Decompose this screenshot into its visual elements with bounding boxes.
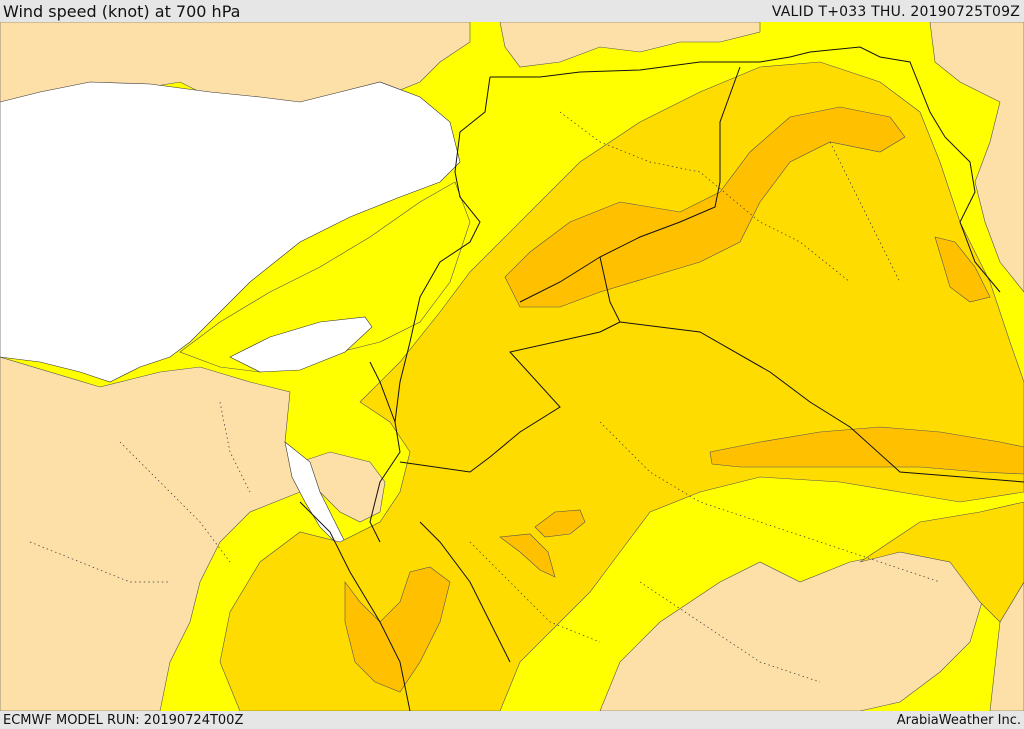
valid-time-label: VALID T+033 THU. 20190725T09Z [771, 4, 1020, 20]
sea-patch [229, 316, 373, 373]
low-wind-area-far-east [929, 22, 1024, 293]
band-3-south-east [859, 501, 1024, 623]
low-wind-area-egypt [0, 356, 301, 711]
band-4-north [504, 106, 906, 308]
title-bar: Wind speed (knot) at 700 hPa VALID T+033… [0, 0, 1024, 22]
band-4-south [344, 566, 451, 693]
band-4-small-1 [534, 509, 586, 538]
map-title: Wind speed (knot) at 700 hPa [3, 2, 241, 21]
wind-speed-map [0, 22, 1024, 711]
band-4-small-2 [499, 533, 556, 578]
credit-label: ArabiaWeather Inc. [896, 713, 1021, 728]
low-wind-area-north-east [499, 22, 761, 68]
model-run-label: ECMWF MODEL RUN: 20190724T00Z [3, 713, 244, 728]
low-wind-area-sinai [299, 451, 386, 523]
band-3-central [219, 61, 1024, 711]
country-borders [299, 46, 1024, 711]
admin-boundaries [29, 111, 941, 683]
band-4-ne-small [934, 236, 991, 303]
mediterranean-sea-mask [0, 81, 461, 383]
band-4-east [709, 426, 1024, 475]
